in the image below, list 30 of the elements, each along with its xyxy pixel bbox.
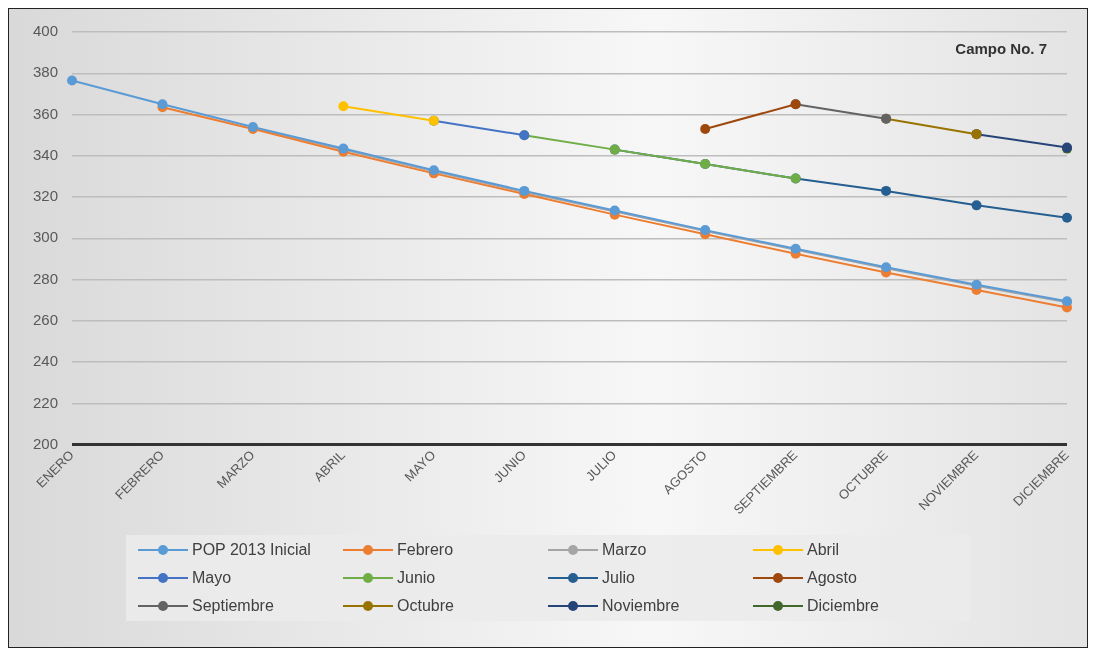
legend-label: Abril (807, 541, 840, 559)
y-tick-label: 380 (33, 63, 59, 81)
y-tick-label: 360 (33, 104, 59, 122)
point (971, 200, 982, 211)
y-tick-label: 280 (33, 269, 59, 287)
y-tick-label: 260 (33, 311, 59, 329)
y-tick-label: 340 (33, 145, 59, 163)
point (881, 185, 892, 196)
point (700, 123, 711, 134)
legend-label: Marzo (602, 541, 647, 559)
point (338, 101, 349, 112)
legend-label: Mayo (192, 569, 232, 587)
y-tick-label: 400 (33, 22, 59, 40)
y-tick-label: 200 (33, 434, 59, 452)
text: Campo No. 7 (955, 39, 1047, 57)
legend-label: POP 2013 Inicial (192, 541, 311, 559)
point (67, 75, 78, 86)
point (1062, 212, 1072, 223)
y-tick-label: 220 (33, 393, 59, 411)
legend-label: Agosto (807, 569, 857, 587)
legend-label: Junio (397, 569, 436, 587)
y-tick-label: 320 (33, 187, 59, 205)
legend-label: Noviembre (602, 597, 680, 615)
legend-label: Octubre (397, 597, 454, 615)
legend-label: Febrero (397, 541, 454, 559)
legend-label: Diciembre (807, 597, 880, 615)
legend-label: Septiembre (192, 597, 274, 615)
legend-label: Julio (602, 569, 635, 587)
y-tick-label: 240 (33, 352, 59, 370)
y-tick-label: 300 (33, 228, 59, 246)
